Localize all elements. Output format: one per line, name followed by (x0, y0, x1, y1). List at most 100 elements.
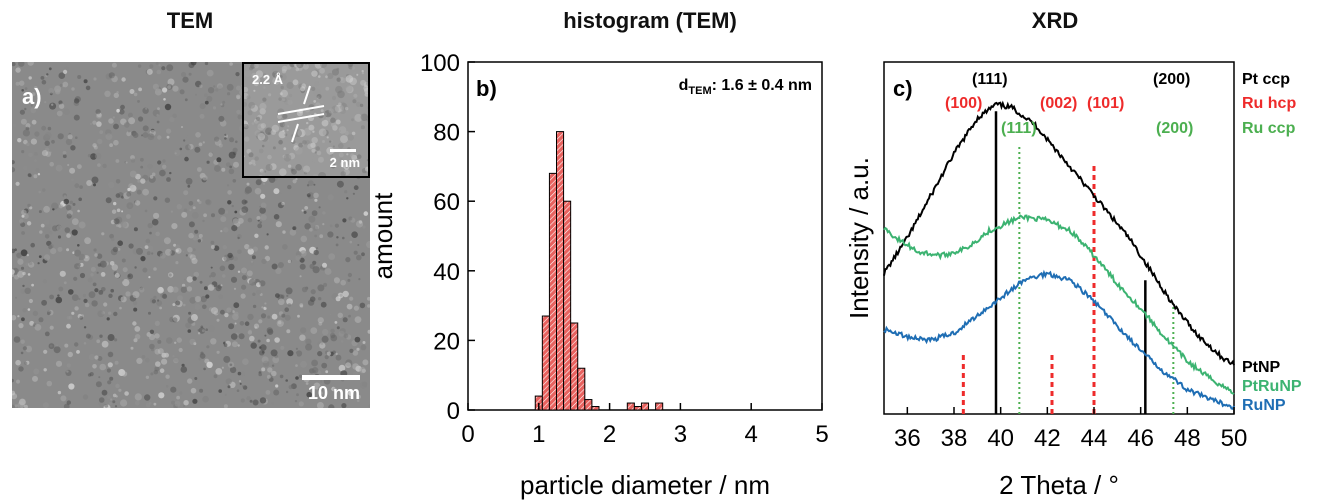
tem-particle (359, 302, 366, 309)
tem-particle (191, 257, 198, 264)
tem-particle (176, 204, 182, 210)
tem-particle (309, 263, 315, 269)
tem-particle (210, 271, 216, 278)
tem-particle (229, 62, 233, 66)
inset-texture (355, 101, 361, 107)
tem-particle (192, 235, 198, 241)
tem-particle (142, 125, 149, 132)
tem-particle (353, 185, 359, 191)
tem-particle (168, 272, 174, 278)
inset-texture (260, 170, 266, 176)
tem-particle (277, 262, 284, 268)
tem-particle (254, 187, 262, 195)
tem-particle (323, 282, 328, 287)
tem-particle (130, 158, 136, 163)
tem-particle (292, 226, 296, 231)
tem-particle (122, 279, 130, 287)
inset-texture (302, 140, 307, 145)
tem-particle (233, 302, 240, 309)
inset-texture (340, 171, 346, 176)
tem-particle (295, 178, 298, 181)
tem-particle (147, 163, 153, 170)
tem-particle (44, 147, 50, 152)
tem-particle (99, 260, 107, 268)
tem-particle (37, 262, 40, 265)
inset-texture (354, 159, 357, 163)
y-tick-label: 60 (433, 189, 460, 216)
inset-texture (356, 154, 362, 159)
tem-particle (119, 109, 125, 115)
tem-particle (31, 119, 37, 125)
tem-particle (224, 210, 229, 214)
tem-particle (192, 248, 196, 252)
tem-particle (258, 372, 262, 377)
y-tick-label: 40 (433, 259, 460, 286)
tem-particle (237, 270, 241, 273)
tem-particle (142, 188, 150, 196)
tem-particle (71, 294, 79, 301)
tem-particle (180, 286, 188, 293)
inset-texture (244, 70, 252, 78)
tem-particle (20, 249, 28, 257)
tem-particle (251, 255, 256, 260)
tem-particle (87, 334, 94, 340)
tem-particle (156, 300, 163, 306)
tem-particle (82, 394, 89, 400)
histogram-bar (640, 402, 650, 411)
inset-texture (292, 79, 299, 86)
inset-texture (322, 140, 325, 143)
tem-particle (358, 278, 361, 281)
tem-particle (90, 273, 94, 277)
inset-texture (320, 109, 324, 113)
inset-texture (254, 130, 261, 137)
tem-particle (330, 334, 338, 342)
tem-particle (188, 201, 194, 206)
tem-particle (19, 218, 24, 224)
tem-particle (334, 223, 339, 228)
tem-particle (15, 67, 21, 73)
tem-particle (216, 318, 220, 322)
tem-particle (91, 300, 98, 307)
tem-particle (318, 321, 323, 326)
x-tick-label: 2 (603, 421, 616, 448)
tem-particle (12, 62, 16, 67)
arrow-bottom (291, 123, 299, 143)
tem-particle (360, 344, 367, 351)
tem-particle (229, 363, 233, 367)
tem-particle (152, 83, 159, 90)
tem-particle (346, 197, 349, 200)
tem-particle (301, 286, 308, 293)
tem-particle (133, 227, 138, 232)
inset-texture (282, 113, 288, 119)
inset-texture (272, 65, 281, 74)
histogram-bar (570, 322, 579, 411)
tem-particle (95, 109, 101, 115)
tem-particle (256, 216, 261, 220)
tem-particle (220, 284, 223, 287)
tem-particle (362, 381, 368, 387)
inset-texture (327, 72, 334, 80)
inset-texture (272, 77, 281, 85)
tem-particle (59, 83, 63, 87)
xrd-series-line (883, 214, 1235, 395)
tem-particle (149, 268, 153, 272)
tem-particle (192, 398, 198, 404)
tem-particle (12, 404, 15, 408)
tem-particle (181, 363, 185, 367)
tem-particle (183, 303, 186, 307)
tem-particle (185, 177, 193, 185)
tem-particle (199, 113, 205, 119)
tem-particle (162, 293, 168, 299)
inset-texture (251, 122, 255, 125)
tem-particle (255, 179, 262, 186)
tem-particle (281, 313, 286, 318)
tem-particle (354, 316, 362, 323)
tem-particle (275, 267, 282, 275)
tem-particle (34, 131, 40, 137)
tem-particle (107, 395, 111, 399)
tem-particle (171, 223, 178, 230)
tem-particle (232, 218, 239, 225)
tem-particle (198, 327, 206, 334)
